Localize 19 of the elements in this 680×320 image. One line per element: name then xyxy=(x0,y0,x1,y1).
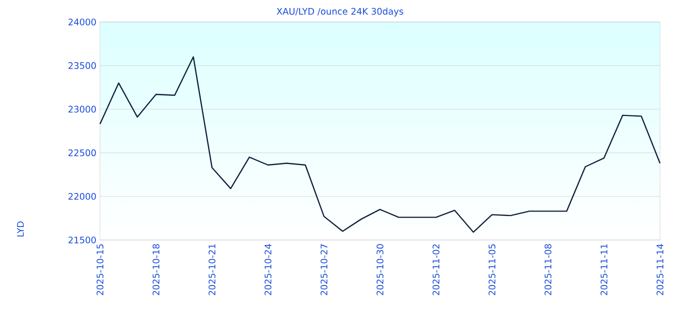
x-tick-label: 2025-11-08 xyxy=(544,244,552,296)
x-tick-label: 2025-10-18 xyxy=(152,244,160,296)
y-axis-title: LYD xyxy=(17,221,24,236)
x-tick-label: 2025-11-05 xyxy=(488,244,496,296)
y-tick-label: 22000 xyxy=(68,192,96,200)
x-tick-label: 2025-10-24 xyxy=(264,244,272,296)
y-tick-label: 21500 xyxy=(68,236,96,244)
y-tick-label: 23000 xyxy=(68,106,96,113)
x-tick-label: 2025-10-21 xyxy=(208,244,216,296)
x-tick-label: 2025-11-11 xyxy=(600,244,608,296)
x-tick-label: 2025-11-14 xyxy=(656,244,664,296)
y-tick-label: 24000 xyxy=(68,18,96,26)
x-tick-label: 2025-11-02 xyxy=(432,244,440,296)
x-tick-label: 2025-10-30 xyxy=(376,244,384,296)
y-tick-label: 23500 xyxy=(68,62,96,69)
x-tick-label: 2025-10-27 xyxy=(320,244,328,296)
chart-title: XAU/LYD /ounce 24K 30days xyxy=(276,8,404,16)
y-tick-label: 22500 xyxy=(68,149,96,156)
x-tick-label: 2025-10-15 xyxy=(96,244,104,296)
